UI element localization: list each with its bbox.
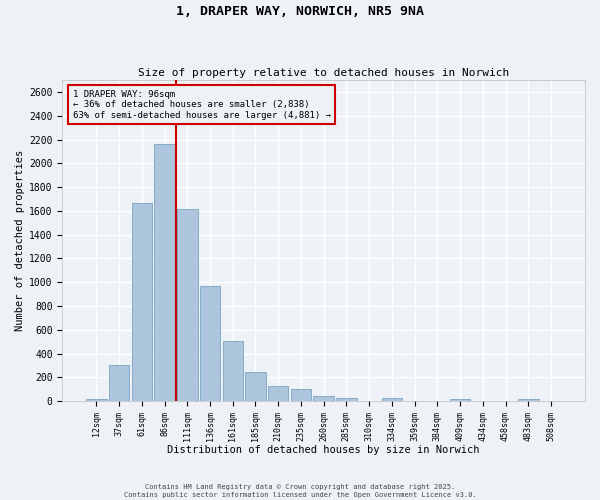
Title: Size of property relative to detached houses in Norwich: Size of property relative to detached ho… <box>138 68 509 78</box>
Bar <box>268 386 289 401</box>
Bar <box>200 286 220 401</box>
Bar <box>245 372 266 401</box>
Bar <box>313 396 334 401</box>
Text: 1, DRAPER WAY, NORWICH, NR5 9NA: 1, DRAPER WAY, NORWICH, NR5 9NA <box>176 5 424 18</box>
Text: 1 DRAPER WAY: 96sqm
← 36% of detached houses are smaller (2,838)
63% of semi-det: 1 DRAPER WAY: 96sqm ← 36% of detached ho… <box>73 90 331 120</box>
Bar <box>154 144 175 401</box>
Bar <box>86 398 107 401</box>
Bar <box>382 398 402 401</box>
Text: Contains HM Land Registry data © Crown copyright and database right 2025.
Contai: Contains HM Land Registry data © Crown c… <box>124 484 476 498</box>
Bar <box>223 341 243 401</box>
Bar <box>131 202 152 401</box>
Bar <box>177 208 197 401</box>
X-axis label: Distribution of detached houses by size in Norwich: Distribution of detached houses by size … <box>167 445 480 455</box>
Bar <box>336 398 356 401</box>
Bar <box>450 400 470 401</box>
Bar <box>109 366 130 401</box>
Bar <box>518 400 539 401</box>
Y-axis label: Number of detached properties: Number of detached properties <box>15 150 25 332</box>
Bar <box>291 389 311 401</box>
